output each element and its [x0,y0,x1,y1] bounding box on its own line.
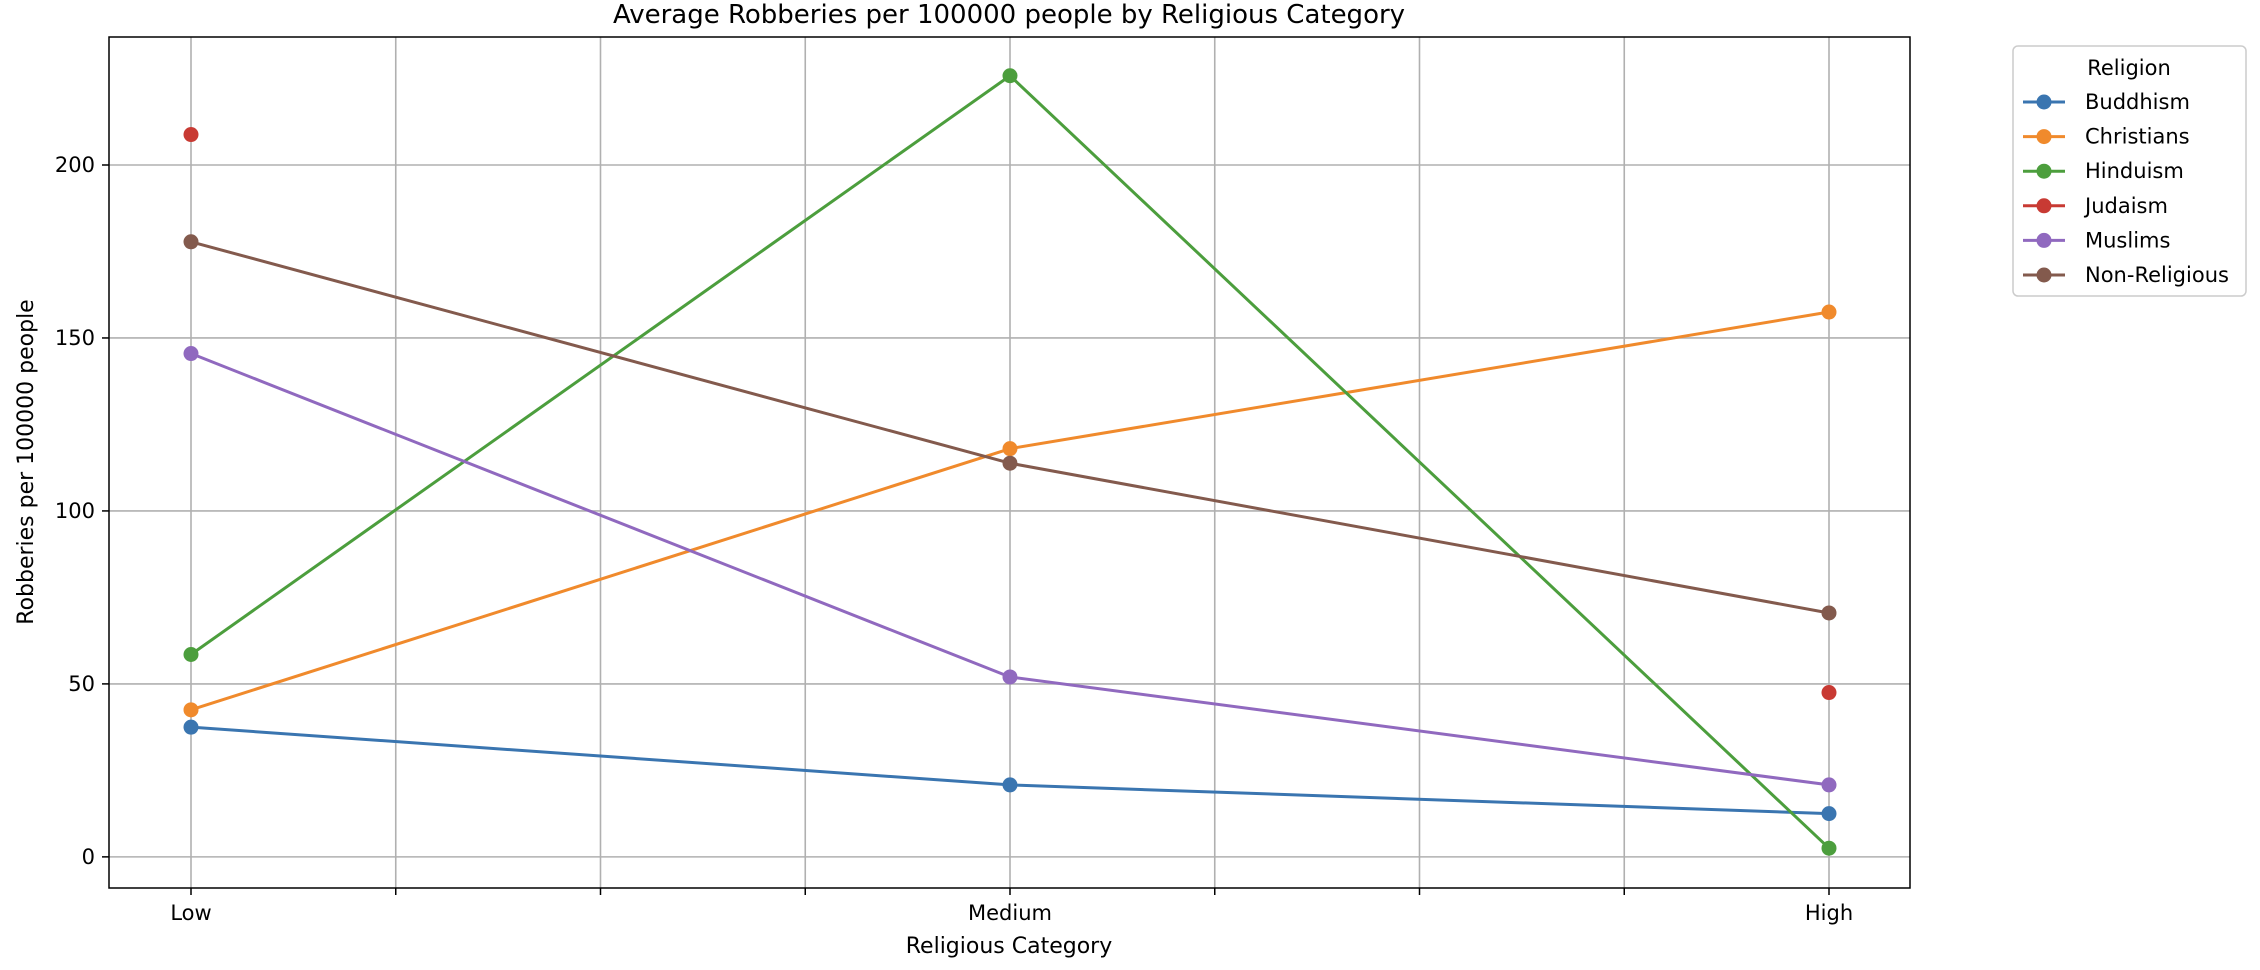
x-tick-label: Low [170,901,211,925]
legend-frame [2012,45,2247,297]
data-point [1002,777,1018,793]
data-point [1002,455,1018,471]
legend-entry-label: Christians [2085,125,2190,149]
data-point [183,702,199,718]
y-tick-label: 0 [82,845,95,869]
chart-title: Average Robberies per 100000 people by R… [613,0,1405,30]
legend-marker [2036,163,2052,179]
x-axis-label: Religious Category [906,934,1113,959]
series-judaism [183,127,1837,701]
legend-marker [2036,129,2052,145]
y-tick-label: 200 [55,153,95,177]
legend-marker [2036,94,2052,110]
data-point [1002,441,1018,457]
data-point [1821,806,1837,822]
data-point [1002,669,1018,685]
data-point [183,346,199,362]
series-buddhism [183,719,1837,822]
series-layer [183,68,1837,856]
series-line-segment [1008,675,1831,787]
data-point [1821,605,1837,621]
data-point [1821,777,1837,793]
legend-marker [2036,232,2052,248]
legend-entries: Buddhism Christians Hinduism Judaism Muslims… [2023,90,2229,287]
series-line-segment [1008,74,1831,850]
series-hinduism [183,68,1837,856]
series-muslims [183,346,1837,793]
legend-marker [2036,267,2052,283]
y-tick-label: 100 [55,499,95,523]
series-christians [183,304,1837,718]
series-line-segment [189,725,1012,787]
data-point [183,646,199,662]
data-point [1821,685,1837,701]
series-line-segment [1008,461,1831,615]
legend-entry-label: Hinduism [2085,159,2184,183]
x-tick-label: High [1805,901,1853,925]
series-line-segment [1008,310,1831,451]
y-ticks: 0 50 100 150 200 [55,153,109,869]
legend-entry-label: Buddhism [2085,90,2190,114]
y-tick-label: 50 [68,672,95,696]
y-axis-label: Robberies per 100000 people [14,299,39,624]
legend-entry-label: Non-Religious [2085,263,2229,287]
y-tick-label: 150 [55,326,95,350]
legend-entry-label: Judaism [2083,194,2168,218]
series-non-religious [183,234,1837,621]
x-ticks: Low Medium High [170,888,1853,925]
data-point [1002,68,1018,84]
series-line-segment [1008,783,1831,816]
legend-title: Religion [2087,56,2171,80]
data-point [183,719,199,735]
data-point [183,234,199,250]
series-line-segment [189,240,1012,465]
legend-marker [2036,198,2052,214]
series-line-segment [189,447,1012,712]
data-point [183,127,199,143]
data-point [1821,304,1837,320]
legend-entry-label: Muslims [2085,228,2170,252]
x-tick-label: Medium [968,901,1052,925]
legend: Religion Buddhism Christians Hinduism Judai… [2012,45,2247,297]
series-line-segment [189,352,1012,679]
series-line-segment [189,74,1012,656]
data-point [1821,840,1837,856]
